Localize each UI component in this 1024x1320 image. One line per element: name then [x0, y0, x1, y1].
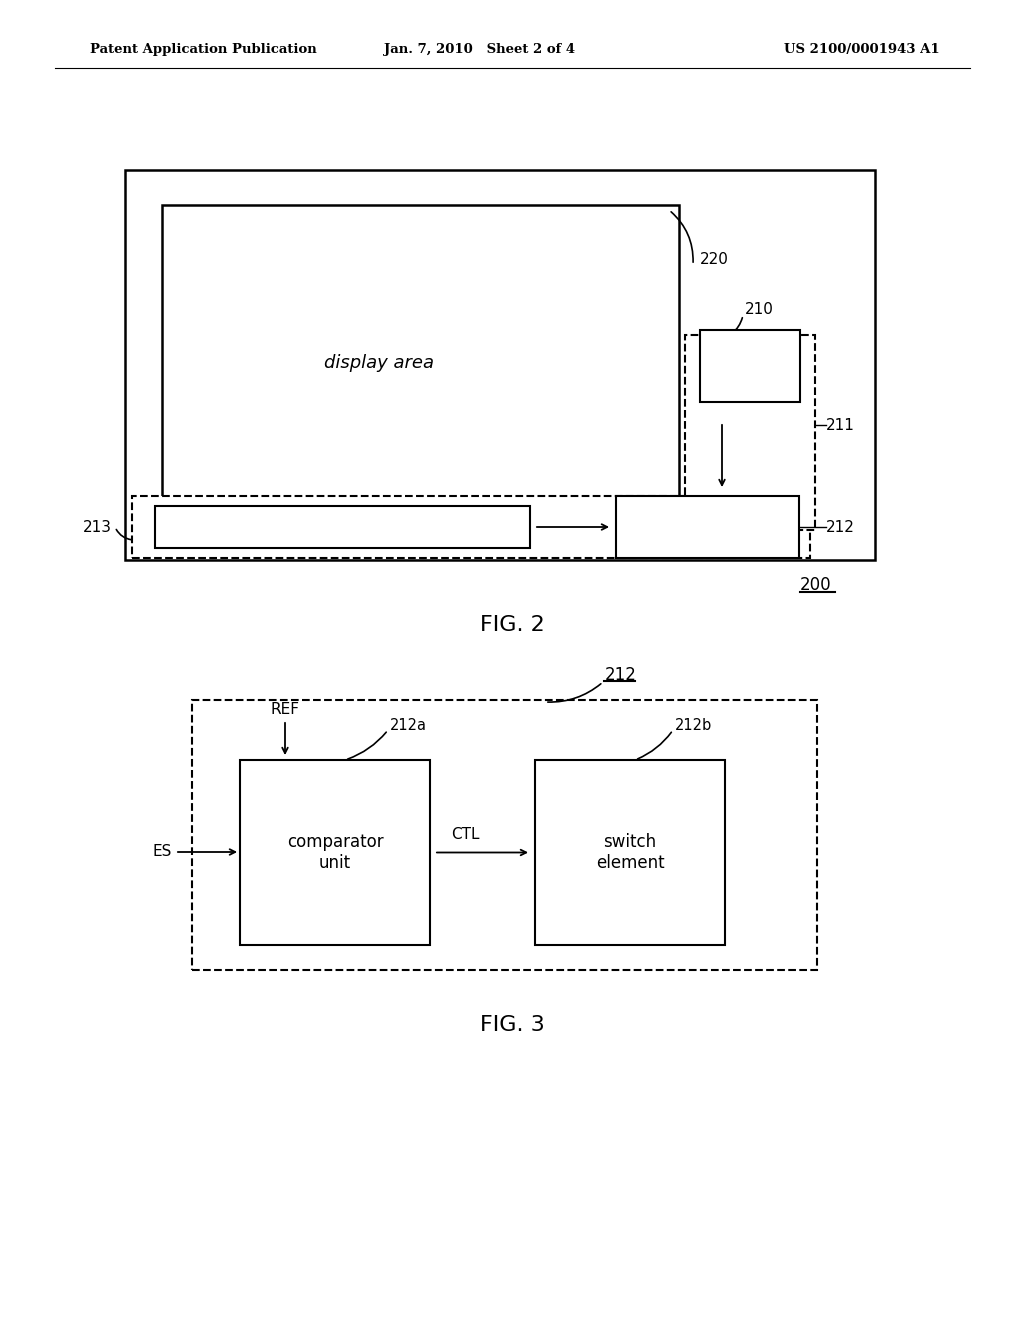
Text: ES: ES	[153, 845, 172, 859]
Text: 212b: 212b	[675, 718, 713, 733]
Text: 211: 211	[826, 417, 855, 433]
Text: 220: 220	[700, 252, 729, 268]
Text: 213: 213	[83, 520, 112, 535]
Text: ES: ES	[716, 417, 734, 432]
Text: FIG. 2: FIG. 2	[479, 615, 545, 635]
Bar	[132, 496, 810, 558]
Bar	[700, 330, 800, 403]
Bar	[155, 506, 530, 548]
Text: sensor: sensor	[725, 359, 775, 374]
Text: 212a: 212a	[390, 718, 427, 733]
Bar	[685, 335, 815, 531]
Text: display area: display area	[325, 354, 434, 371]
Text: Jan. 7, 2010   Sheet 2 of 4: Jan. 7, 2010 Sheet 2 of 4	[384, 44, 575, 57]
Bar	[535, 760, 725, 945]
Bar	[616, 496, 799, 558]
FancyArrowPatch shape	[347, 733, 386, 759]
FancyArrowPatch shape	[671, 211, 693, 263]
FancyArrowPatch shape	[117, 529, 131, 540]
Text: 200: 200	[800, 576, 831, 594]
FancyArrowPatch shape	[638, 733, 672, 759]
Text: comparator
unit: comparator unit	[287, 833, 383, 873]
FancyArrowPatch shape	[732, 318, 742, 334]
Text: CTL: CTL	[451, 828, 479, 842]
Text: 212: 212	[605, 667, 637, 684]
Text: heating element: heating element	[274, 517, 411, 536]
Bar	[162, 205, 679, 520]
Text: Patent Application Publication: Patent Application Publication	[90, 44, 316, 57]
Text: 210: 210	[745, 302, 774, 318]
Text: FIG. 3: FIG. 3	[479, 1015, 545, 1035]
Text: switch
element: switch element	[596, 833, 665, 873]
Bar	[125, 170, 874, 560]
Bar	[193, 700, 817, 970]
Text: temperature
controlling device: temperature controlling device	[648, 513, 767, 541]
Text: REF: REF	[270, 702, 299, 718]
Text: US 2100/0001943 A1: US 2100/0001943 A1	[784, 44, 940, 57]
Text: 212: 212	[826, 520, 855, 535]
Bar	[240, 760, 430, 945]
FancyArrowPatch shape	[548, 684, 601, 702]
